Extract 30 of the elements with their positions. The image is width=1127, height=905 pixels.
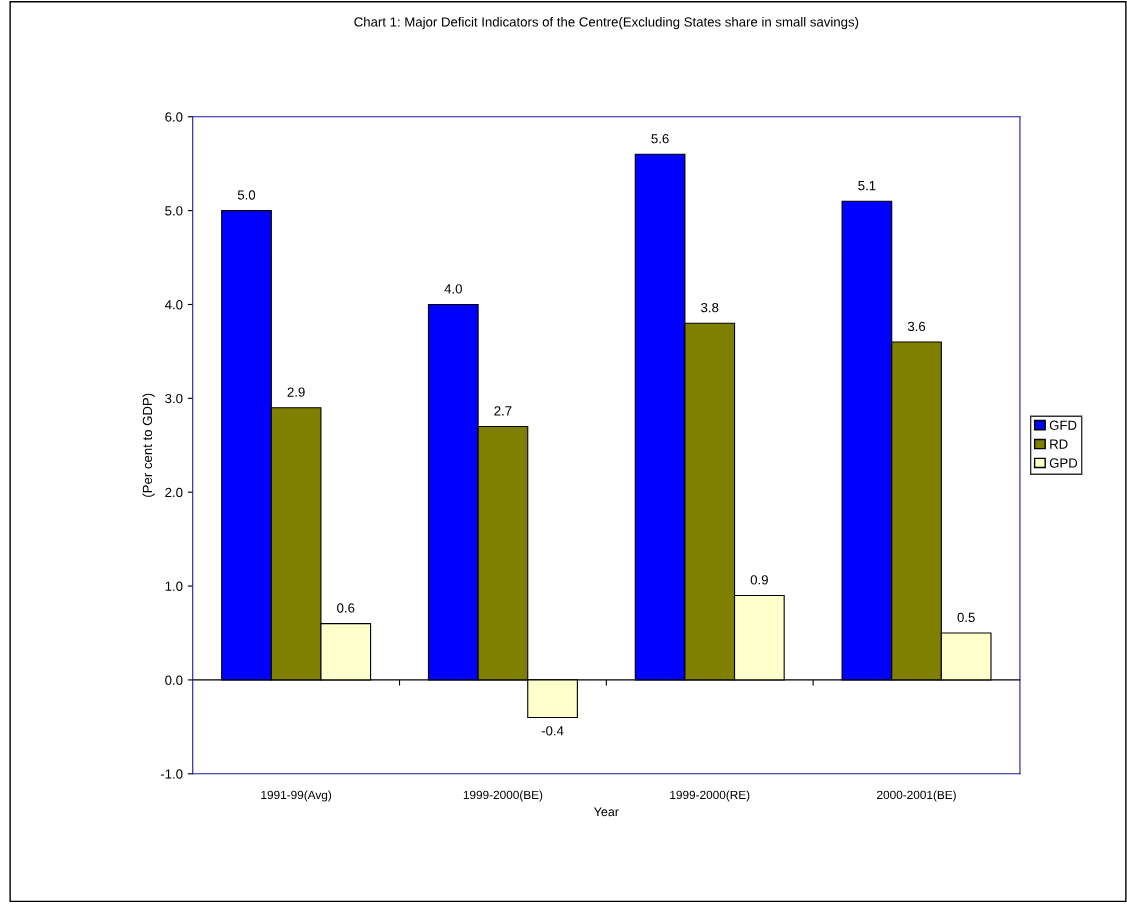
data-label: 2.9	[287, 387, 305, 397]
x-tick-label: 2000-2001(BE)	[877, 790, 956, 802]
y-tick-label: 5.0	[165, 206, 183, 216]
legend-label: GPD	[1049, 458, 1078, 468]
x-axis-title: Year	[593, 807, 619, 817]
data-label: 3.8	[701, 302, 719, 313]
x-tick-label: 1991-99(Avg)	[261, 790, 332, 802]
legend-label: RD	[1050, 439, 1068, 449]
data-label: 3.6	[907, 321, 926, 332]
y-tick-label: 6.0	[165, 112, 183, 122]
data-label: 5.6	[651, 134, 669, 144]
data-label: 0.5	[957, 612, 975, 623]
y-tick-label: 0.0	[165, 675, 183, 685]
x-tick-label: 1999-2000(RE)	[670, 790, 750, 802]
data-label: 5.0	[237, 190, 256, 200]
y-tick-label: 1.0	[165, 581, 183, 591]
data-label: 4.0	[444, 284, 462, 294]
y-tick-label: -1.0	[160, 769, 183, 779]
data-label: 0.6	[337, 603, 355, 613]
data-label: 0.9	[750, 575, 768, 585]
data-label: -0.4	[541, 726, 564, 736]
data-label: 2.7	[494, 406, 512, 416]
y-tick-label: 4.0	[164, 300, 183, 310]
x-tick-label: 1999-2000(BE)	[463, 790, 543, 802]
y-tick-label: 3.0	[165, 393, 183, 404]
y-tick-label: 2.0	[165, 487, 183, 498]
chart-title: Chart 1: Major Deficit Indicators of the Centre(Excluding States share in small savings)	[354, 16, 859, 30]
data-label: 5.1	[858, 181, 876, 191]
y-axis-title: (Per cent to GDP)	[142, 393, 155, 497]
legend-label: GFD	[1049, 420, 1077, 430]
